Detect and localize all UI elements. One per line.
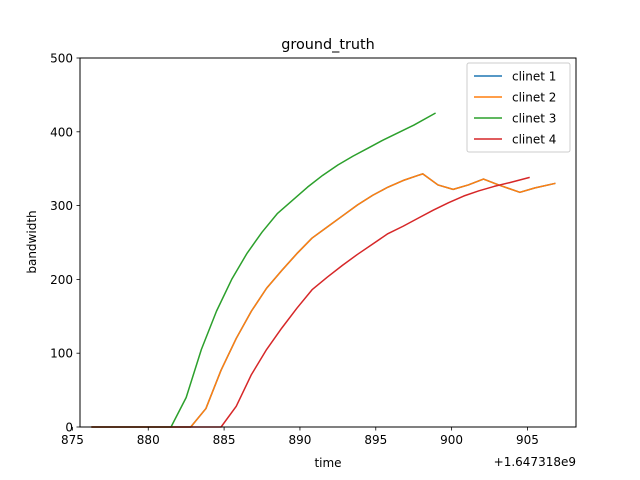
x-tick-label: 885: [213, 433, 236, 447]
legend-label-1: clinet 1: [512, 70, 556, 84]
x-tick-label: 880: [137, 433, 160, 447]
x-axis-label: time: [314, 456, 341, 470]
axes: 875 880 885 890 895 900 905 0 100 200 300 400 500: [50, 52, 577, 447]
x-tick-label: 895: [364, 433, 387, 447]
y-tick-label: 200: [50, 273, 73, 287]
legend-label-2: clinet 2: [512, 91, 556, 105]
x-tick-label: 900: [440, 433, 463, 447]
legend-box: [466, 62, 571, 153]
chart-title: ground_truth: [281, 37, 375, 53]
y-tick-label: 0: [65, 421, 73, 435]
y-tick-label: 100: [50, 347, 73, 361]
x-tick-label: 875: [61, 433, 84, 447]
x-tick-label: 905: [516, 433, 539, 447]
y-ticks: 0 100 200 300 400 500: [50, 52, 80, 435]
legend: clinet 1 clinet 2 clinet 3 clinet 4: [466, 62, 571, 153]
x-axis-offset-label: +1.647318e9: [494, 455, 576, 469]
y-tick-label: 400: [50, 125, 73, 139]
axes-frame: [79, 57, 577, 428]
y-axis-label: bandwidth: [25, 210, 39, 273]
legend-label-4: clinet 4: [512, 133, 556, 147]
y-tick-label: 500: [50, 52, 73, 66]
legend-label-3: clinet 3: [512, 112, 556, 126]
y-tick-label: 300: [50, 199, 73, 213]
x-tick-label: 890: [288, 433, 311, 447]
x-ticks: 875 880 885 890 895 900 905: [61, 427, 539, 447]
